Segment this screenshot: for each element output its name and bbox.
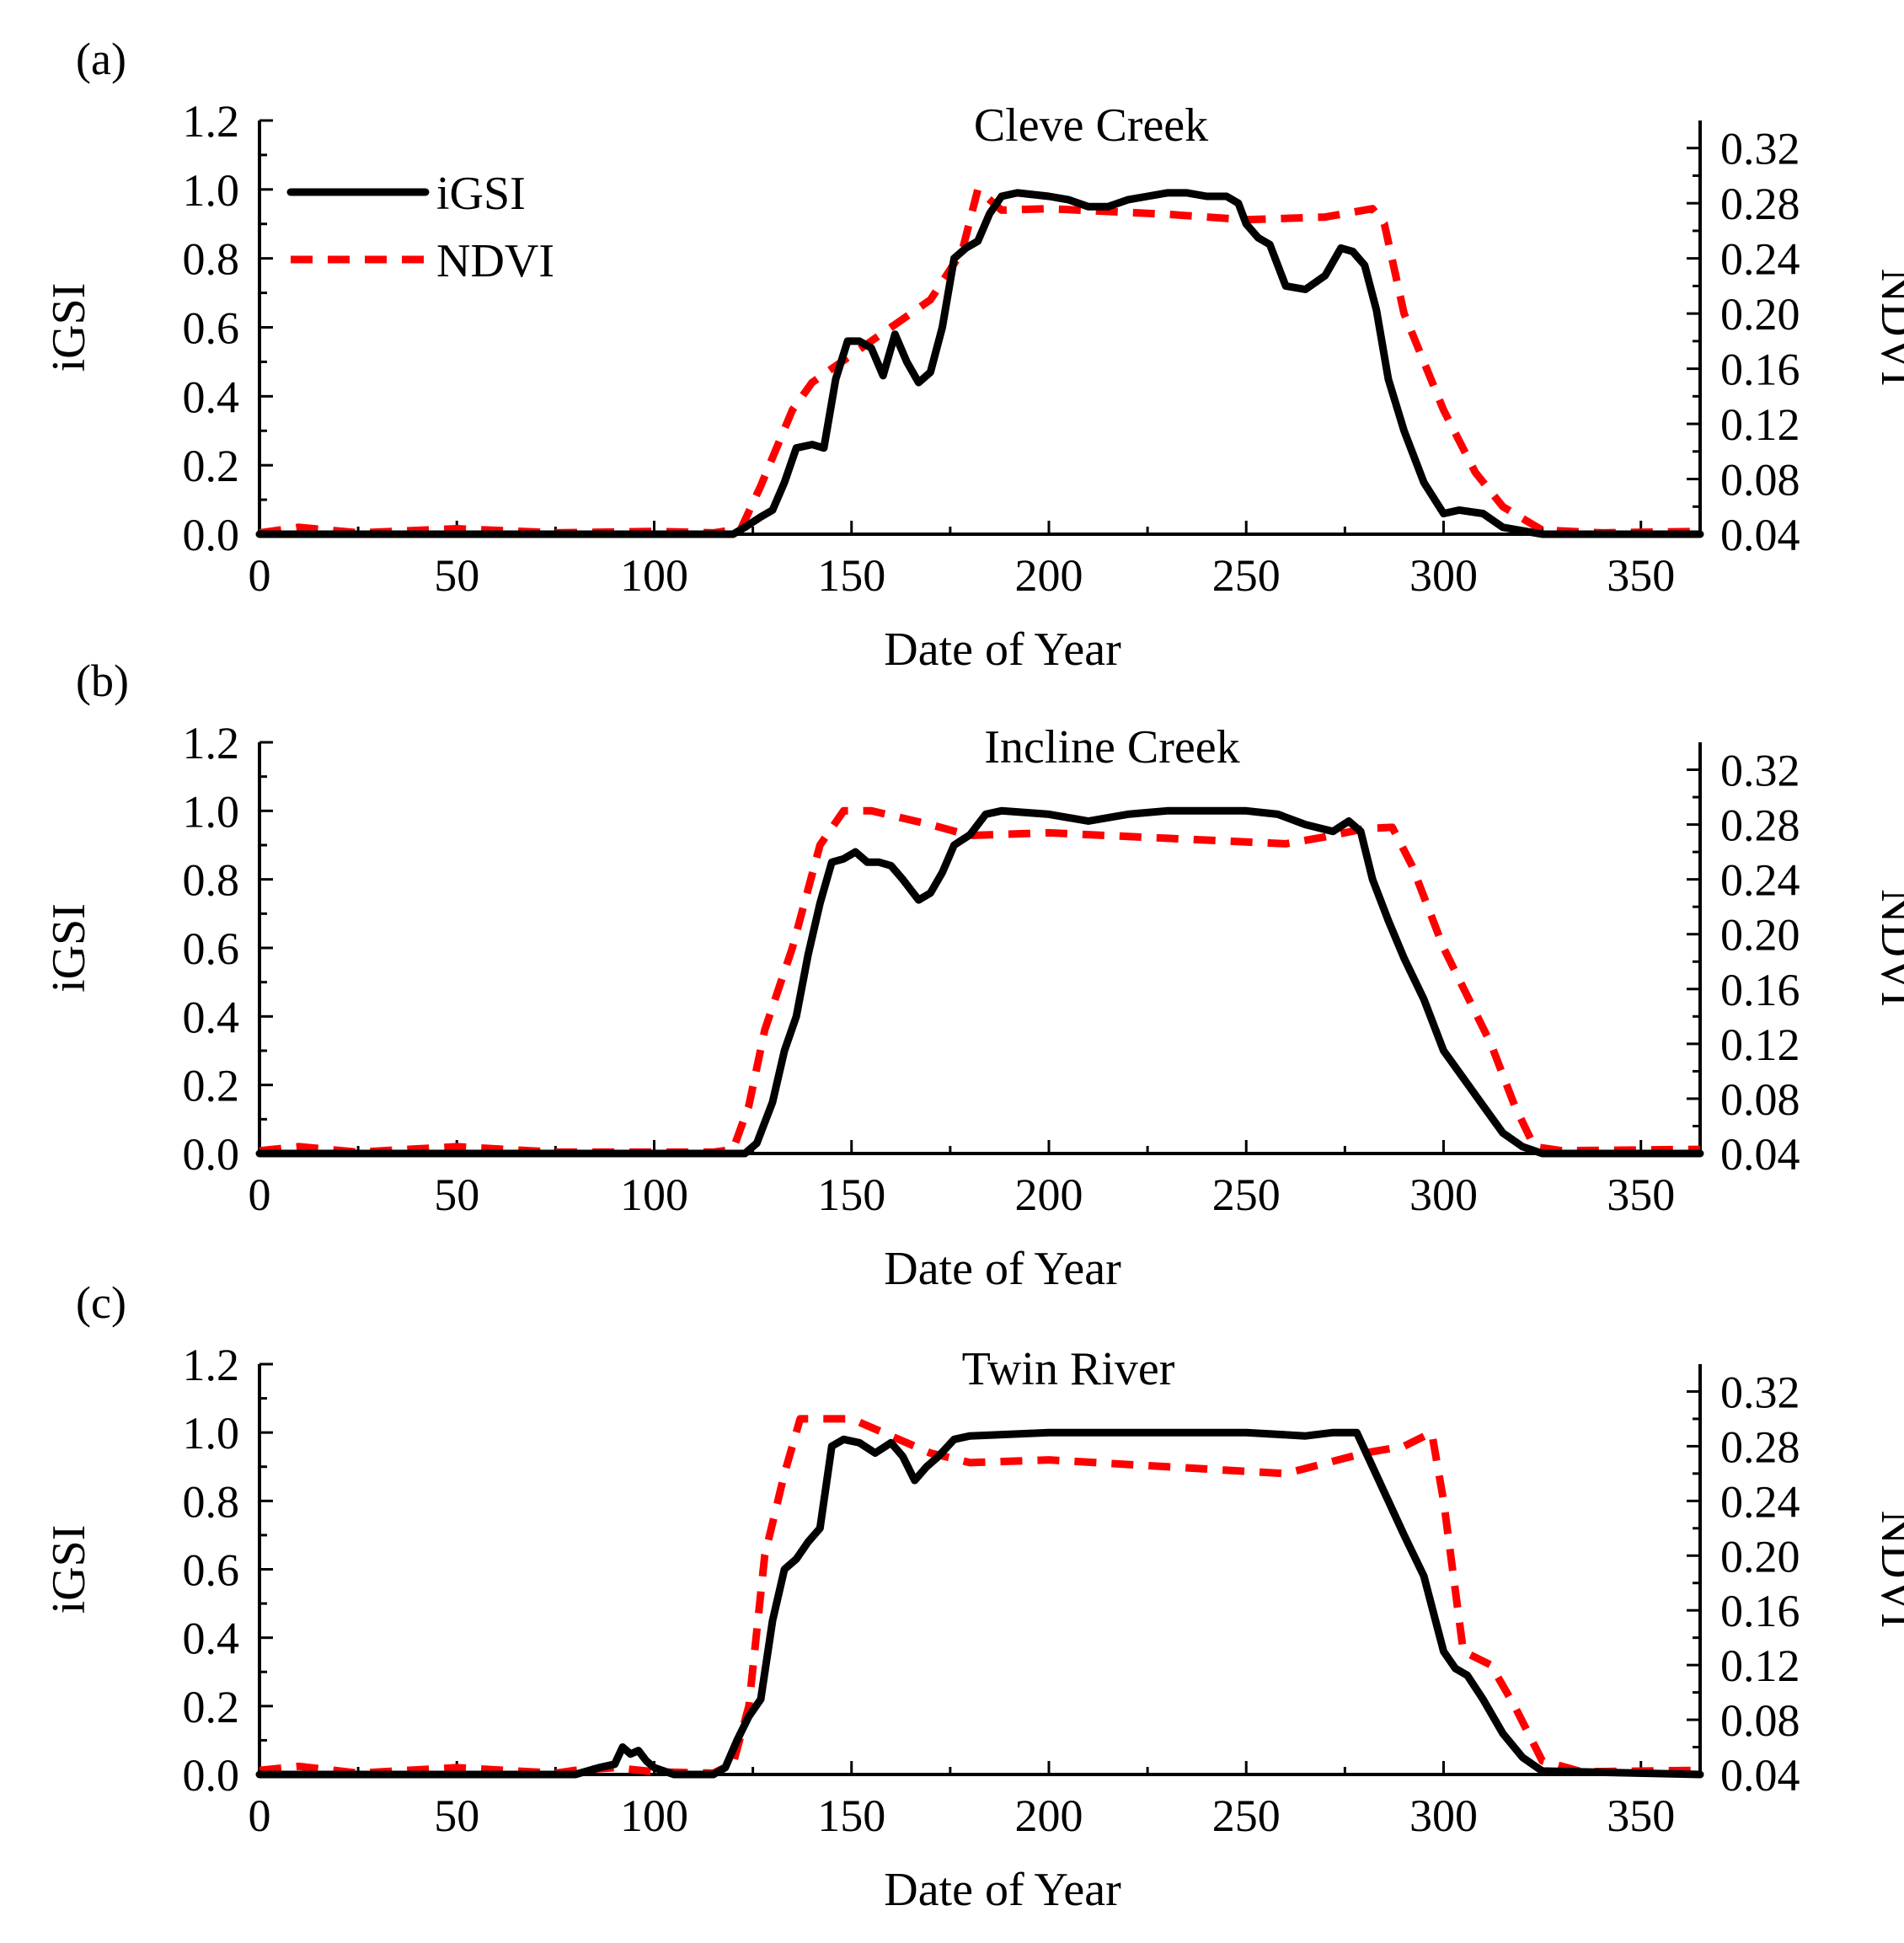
- x-tick-label: 100: [620, 1790, 688, 1841]
- x-tick-label: 150: [817, 1170, 885, 1220]
- y-tick-label: 1.2: [183, 1340, 240, 1390]
- x-tick-label: 50: [434, 1790, 479, 1841]
- y-tick-label: 0.2: [183, 1682, 240, 1732]
- x-tick-label: 0: [249, 1170, 271, 1220]
- y2-tick-label: 0.20: [1720, 289, 1800, 340]
- y-tick-label: 0.0: [183, 510, 240, 560]
- x-tick-label: 250: [1212, 1170, 1281, 1220]
- y2-tick-label: 0.12: [1720, 399, 1800, 450]
- y-axis-title: iGSI: [43, 283, 95, 372]
- y2-axis-title: NDVI: [1871, 889, 1904, 1007]
- panel-b: 0 50 100 150 200 250 300 350 0.0 0.2 0.4 0.6 0.8 1.0 1…: [43, 656, 1904, 1295]
- y-tick-label: 1.2: [183, 718, 240, 768]
- y-tick-label: 0.6: [183, 923, 240, 974]
- y-tick-label: 0.8: [183, 234, 240, 285]
- panel-title: Incline Creek: [984, 721, 1239, 773]
- y2-tick-label: 0.32: [1720, 1367, 1800, 1417]
- y2-tick-label: 0.12: [1720, 1020, 1800, 1070]
- y2-tick-label: 0.32: [1720, 746, 1800, 796]
- y-tick-label: 1.0: [183, 786, 240, 837]
- y-axis-title: iGSI: [43, 1525, 95, 1614]
- x-tick-label: 150: [817, 550, 885, 601]
- y2-tick-label: 0.32: [1720, 124, 1800, 174]
- y2-tick-label: 0.20: [1720, 1531, 1800, 1582]
- y2-tick-label: 0.28: [1720, 1421, 1800, 1472]
- y2-tick-label: 0.16: [1720, 1586, 1800, 1636]
- y2-tick-label: 0.12: [1720, 1641, 1800, 1691]
- x-tick-label: 100: [620, 1170, 688, 1220]
- panel-title: Twin River: [962, 1343, 1175, 1395]
- x-axis-title: Date of Year: [884, 1864, 1121, 1916]
- x-tick-label: 250: [1212, 1790, 1281, 1841]
- x-tick-label: 350: [1607, 1790, 1675, 1841]
- y-tick-label: 0.6: [183, 303, 240, 354]
- igsi-line: [255, 1428, 1704, 1779]
- y2-tick-label: 0.28: [1720, 800, 1800, 851]
- x-tick-label: 50: [434, 1170, 479, 1220]
- x-tick-label: 200: [1014, 1170, 1083, 1220]
- x-tick-label: 50: [434, 550, 479, 601]
- y-tick-label: 1.2: [183, 96, 240, 147]
- x-tick-label: 350: [1607, 550, 1675, 601]
- x-tick-label: 350: [1607, 1170, 1675, 1220]
- y2-tick-label: 0.04: [1720, 1750, 1800, 1801]
- y2-tick-label: 0.08: [1720, 1695, 1800, 1746]
- y2-tick-label: 0.16: [1720, 965, 1800, 1015]
- y-tick-label: 1.0: [183, 1408, 240, 1459]
- ndvi-line: [259, 185, 1701, 537]
- x-tick-label: 200: [1014, 550, 1083, 601]
- legend-igsi-label: iGSI: [436, 168, 526, 220]
- y2-axis-title: NDVI: [1871, 1511, 1904, 1629]
- y-tick-label: 0.4: [183, 372, 240, 422]
- x-tick-label: 250: [1212, 550, 1281, 601]
- y2-tick-label: 0.04: [1720, 510, 1800, 560]
- x-tick-label: 0: [249, 550, 271, 601]
- y-axis-title: iGSI: [43, 903, 95, 993]
- panel-c: 0 50 100 150 200 250 300 350 0.0 0.2 0.4 0.6 0.8 1.0 1…: [43, 1277, 1904, 1916]
- x-tick-label: 100: [620, 550, 688, 601]
- y-tick-label: 0.8: [183, 1476, 240, 1527]
- x-axis-title: Date of Year: [884, 1243, 1121, 1295]
- y2-tick-label: 0.24: [1720, 234, 1800, 285]
- x-tick-label: 0: [249, 1790, 271, 1841]
- y-tick-label: 1.0: [183, 165, 240, 216]
- y-tick-label: 0.2: [183, 441, 240, 491]
- x-axis-title: Date of Year: [884, 624, 1121, 676]
- panel-label: (b): [76, 656, 129, 706]
- ndvi-line: [259, 1415, 1701, 1777]
- y2-tick-label: 0.16: [1720, 345, 1800, 395]
- y2-tick-label: 0.04: [1720, 1129, 1800, 1180]
- panel-label: (c): [76, 1277, 126, 1328]
- panel-a: 0 50 100 150 200 250 300 350 0.0 0.2 0.4 0.6 0.8 1.0 1…: [43, 34, 1904, 676]
- x-tick-label: 200: [1014, 1790, 1083, 1841]
- y2-tick-label: 0.20: [1720, 910, 1800, 961]
- y-tick-label: 0.6: [183, 1545, 240, 1596]
- y-tick-label: 0.0: [183, 1750, 240, 1801]
- x-tick-label: 300: [1409, 1170, 1478, 1220]
- x-tick-label: 300: [1409, 550, 1478, 601]
- y-tick-label: 0.4: [183, 1614, 240, 1664]
- y-tick-label: 0.4: [183, 992, 240, 1042]
- y2-tick-label: 0.08: [1720, 1074, 1800, 1125]
- panel-label: (a): [76, 34, 126, 84]
- y2-tick-label: 0.24: [1720, 1476, 1800, 1527]
- panel-title: Cleve Creek: [974, 99, 1208, 152]
- y2-tick-label: 0.28: [1720, 179, 1800, 229]
- y2-axis-title: NDVI: [1871, 269, 1904, 387]
- x-tick-label: 300: [1409, 1790, 1478, 1841]
- igsi-line: [255, 189, 1704, 538]
- igsi-line: [255, 806, 1704, 1158]
- y-tick-label: 0.0: [183, 1129, 240, 1180]
- y2-tick-label: 0.08: [1720, 455, 1800, 506]
- y-tick-label: 0.8: [183, 855, 240, 906]
- y-tick-label: 0.2: [183, 1061, 240, 1111]
- x-tick-label: 150: [817, 1790, 885, 1841]
- y2-tick-label: 0.24: [1720, 855, 1800, 906]
- legend-ndvi-label: NDVI: [436, 235, 554, 287]
